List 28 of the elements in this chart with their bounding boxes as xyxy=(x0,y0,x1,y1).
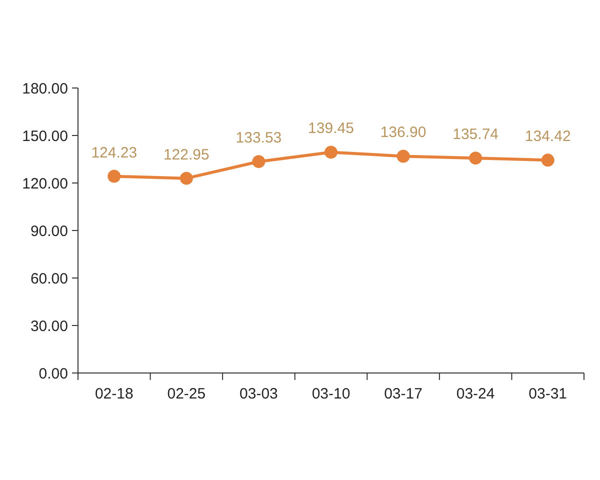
x-tick-label: 03-03 xyxy=(240,386,278,403)
y-tick-label: 90.00 xyxy=(30,222,68,240)
y-tick-label: 120.00 xyxy=(22,175,68,192)
data-label: 122.95 xyxy=(163,146,210,164)
y-tick-label: 30.00 xyxy=(30,318,68,335)
x-tick-label: 03-10 xyxy=(312,386,350,403)
x-tick-label: 03-31 xyxy=(528,386,568,403)
y-tick-label: 0.00 xyxy=(38,365,68,382)
x-tick-label: 02-18 xyxy=(94,386,134,403)
data-label: 136.90 xyxy=(380,124,426,142)
y-tick-label: 180.00 xyxy=(22,80,68,98)
point xyxy=(252,155,266,168)
point xyxy=(180,172,193,185)
data-label: 139.45 xyxy=(308,120,354,138)
point xyxy=(469,152,482,165)
data-label: 133.53 xyxy=(236,130,282,147)
point xyxy=(324,146,338,159)
data-label: 124.23 xyxy=(91,144,138,162)
x-tick-label: 03-24 xyxy=(456,386,495,403)
point xyxy=(541,154,554,167)
point xyxy=(108,170,121,183)
data-label: 134.42 xyxy=(524,128,571,146)
y-tick-label: 150.00 xyxy=(22,128,68,145)
y-tick-label: 60.00 xyxy=(30,270,68,288)
data-label: 135.74 xyxy=(452,126,499,144)
x-tick-label: 02-25 xyxy=(167,386,206,403)
point xyxy=(396,150,410,163)
x-tick-label: 03-17 xyxy=(384,386,422,403)
